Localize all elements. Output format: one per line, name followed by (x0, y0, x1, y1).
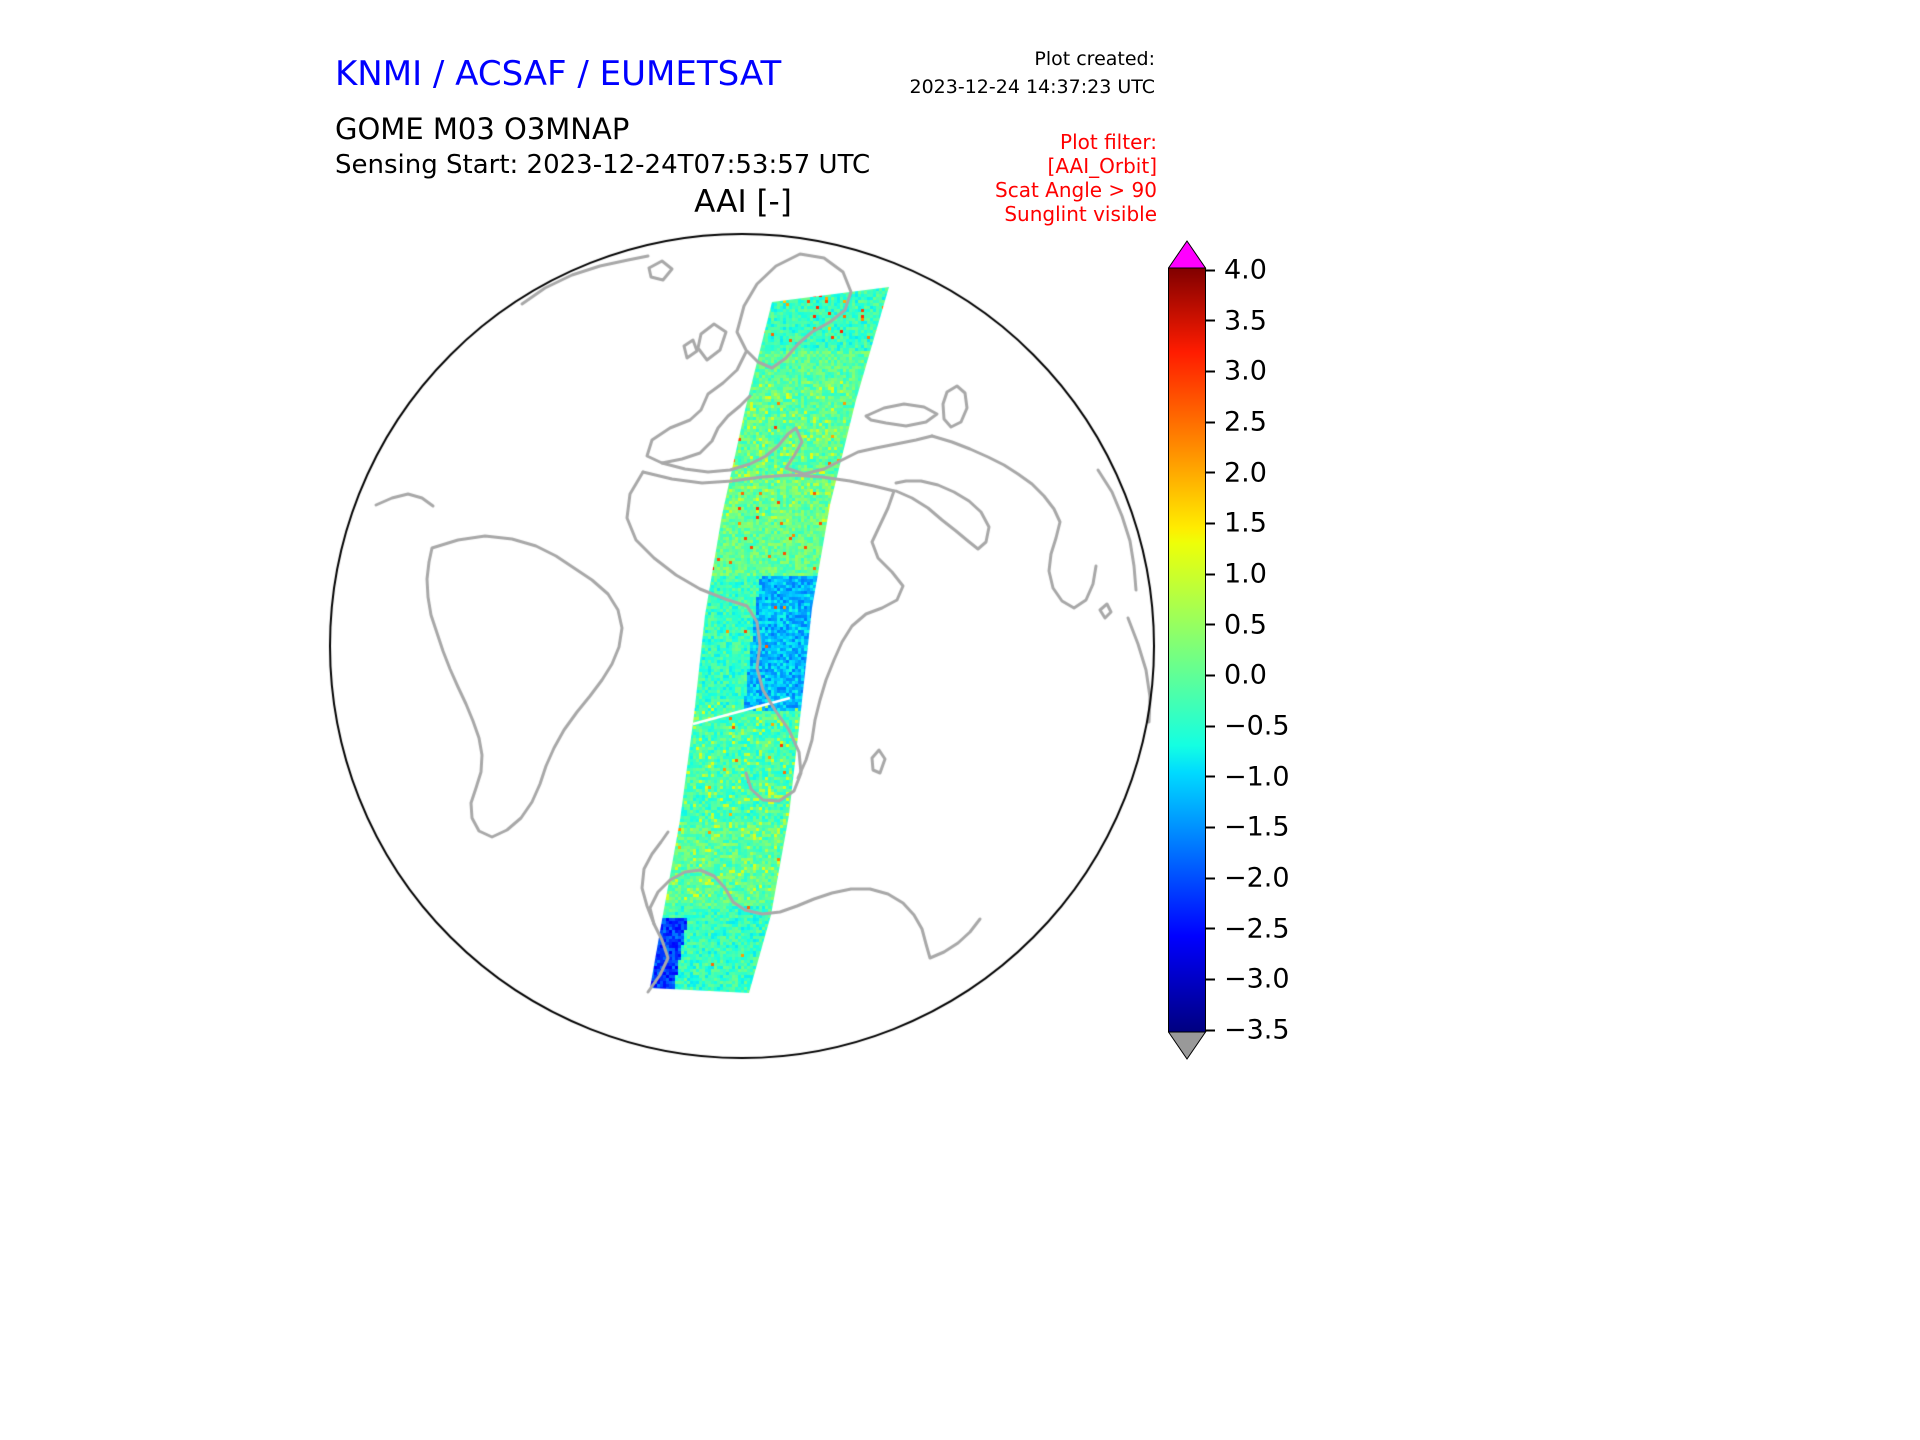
plot-filter-line: Plot filter: (1060, 130, 1157, 154)
plot-created-label: Plot created: (1034, 48, 1155, 70)
plot-filter-line: Scat Angle > 90 (995, 178, 1157, 202)
plot-title: AAI [-] (694, 184, 792, 220)
colorbar (1168, 240, 1207, 1060)
colorbar-over-arrow (1168, 240, 1207, 269)
plot-created-timestamp: 2023-12-24 14:37:23 UTC (909, 75, 1156, 98)
sensing-start-label: Sensing Start: 2023-12-24T07:53:57 UTC (335, 150, 871, 180)
plot-filter-line: Sunglint visible (1004, 202, 1157, 226)
colorbar-under-arrow (1168, 1031, 1207, 1060)
organisation-title: KNMI / ACSAF / EUMETSAT (335, 54, 782, 94)
product-title: GOME M03 O3MNAP (335, 112, 630, 146)
plot-filter-line: [AAI_Orbit] (1047, 154, 1157, 178)
plot-filter-block: Plot filter: [AAI_Orbit] Scat Angle > 90… (995, 130, 1157, 226)
plot-created-block: Plot created: 2023-12-24 14:37:23 UTC (910, 46, 1156, 101)
colorbar-gradient-bar (1168, 267, 1206, 1033)
